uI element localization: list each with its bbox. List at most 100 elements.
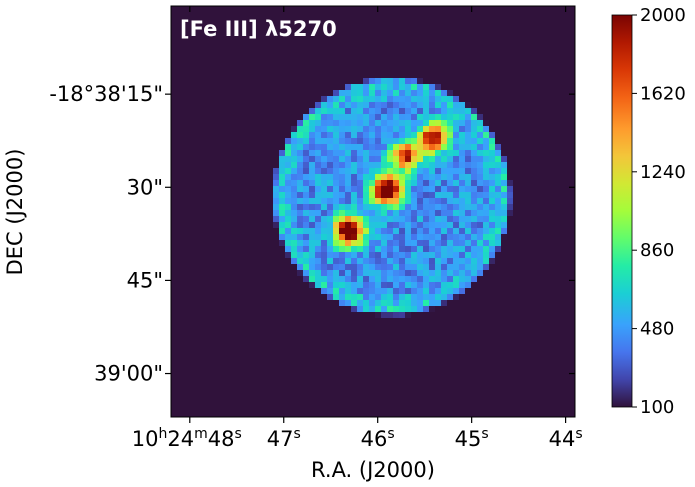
image-pixel [459, 186, 465, 192]
image-pixel [315, 108, 321, 114]
image-pixel [423, 276, 429, 282]
image-pixel [345, 138, 351, 144]
image-pixel [423, 90, 429, 96]
image-pixel [309, 132, 315, 138]
image-pixel [327, 168, 333, 174]
image-pixel [381, 108, 387, 114]
image-pixel [393, 192, 399, 198]
image-pixel [411, 288, 417, 294]
image-pixel [399, 216, 405, 222]
image-pixel [441, 126, 447, 132]
image-pixel [357, 282, 363, 288]
image-pixel [447, 270, 453, 276]
image-pixel [315, 126, 321, 132]
image-pixel [327, 96, 333, 102]
image-pixel [321, 102, 327, 108]
image-pixel [333, 114, 339, 120]
image-pixel [417, 108, 423, 114]
image-pixel [381, 228, 387, 234]
image-pixel [345, 222, 351, 228]
image-pixel [435, 174, 441, 180]
image-pixel [483, 150, 489, 156]
image-pixel [393, 234, 399, 240]
image-pixel [393, 90, 399, 96]
image-pixel [363, 210, 369, 216]
image-pixel [465, 120, 471, 126]
image-pixel [417, 126, 423, 132]
image-pixel [333, 180, 339, 186]
image-pixel [375, 204, 381, 210]
image-pixel [471, 162, 477, 168]
image-pixel [405, 96, 411, 102]
image-pixel [345, 294, 351, 300]
image-pixel [447, 240, 453, 246]
image-pixel [417, 114, 423, 120]
image-pixel [495, 240, 501, 246]
image-pixel [429, 84, 435, 90]
image-pixel [423, 252, 429, 258]
image-pixel [363, 204, 369, 210]
image-pixel [411, 120, 417, 126]
image-pixel [459, 156, 465, 162]
image-pixel [369, 156, 375, 162]
image-pixel [381, 168, 387, 174]
image-pixel [399, 228, 405, 234]
image-pixel [375, 180, 381, 186]
image-pixel [453, 108, 459, 114]
image-pixel [279, 240, 285, 246]
image-pixel [447, 264, 453, 270]
image-pixel [411, 228, 417, 234]
image-pixel [297, 192, 303, 198]
image-pixel [309, 258, 315, 264]
image-pixel [435, 282, 441, 288]
image-pixel [333, 90, 339, 96]
image-pixel [429, 144, 435, 150]
image-pixel [303, 114, 309, 120]
image-pixel [507, 192, 513, 198]
image-pixel [465, 108, 471, 114]
image-pixel [327, 102, 333, 108]
image-pixel [405, 132, 411, 138]
image-pixel [417, 84, 423, 90]
image-pixel [369, 114, 375, 120]
image-pixel [363, 276, 369, 282]
image-pixel [483, 144, 489, 150]
image-pixel [477, 210, 483, 216]
image-pixel [441, 168, 447, 174]
image-pixel [339, 144, 345, 150]
image-pixel [357, 204, 363, 210]
image-pixel [411, 96, 417, 102]
colorbar-tick-label: 480 [640, 319, 674, 340]
image-pixel [387, 90, 393, 96]
image-pixel [339, 162, 345, 168]
image-pixel [351, 120, 357, 126]
image-pixel [357, 132, 363, 138]
image-pixel [291, 168, 297, 174]
x-axis-title: R.A. (J2000) [311, 458, 435, 482]
image-pixel [447, 252, 453, 258]
image-pixel [321, 204, 327, 210]
image-pixel [327, 120, 333, 126]
image-pixel [303, 126, 309, 132]
image-pixel [405, 138, 411, 144]
image-pixel [459, 102, 465, 108]
image-pixel [345, 258, 351, 264]
image-pixel [411, 258, 417, 264]
image-pixel [273, 204, 279, 210]
image-pixel [411, 276, 417, 282]
image-pixel [441, 210, 447, 216]
image-pixel [327, 192, 333, 198]
image-pixel [495, 150, 501, 156]
image-pixel [369, 270, 375, 276]
image-pixel [387, 162, 393, 168]
image-pixel [285, 252, 291, 258]
image-pixel [351, 150, 357, 156]
image-pixel [303, 246, 309, 252]
image-pixel [369, 198, 375, 204]
image-pixel [477, 240, 483, 246]
image-pixel [345, 156, 351, 162]
image-pixel [393, 264, 399, 270]
image-pixel [321, 150, 327, 156]
image-pixel [399, 174, 405, 180]
image-pixel [333, 228, 339, 234]
